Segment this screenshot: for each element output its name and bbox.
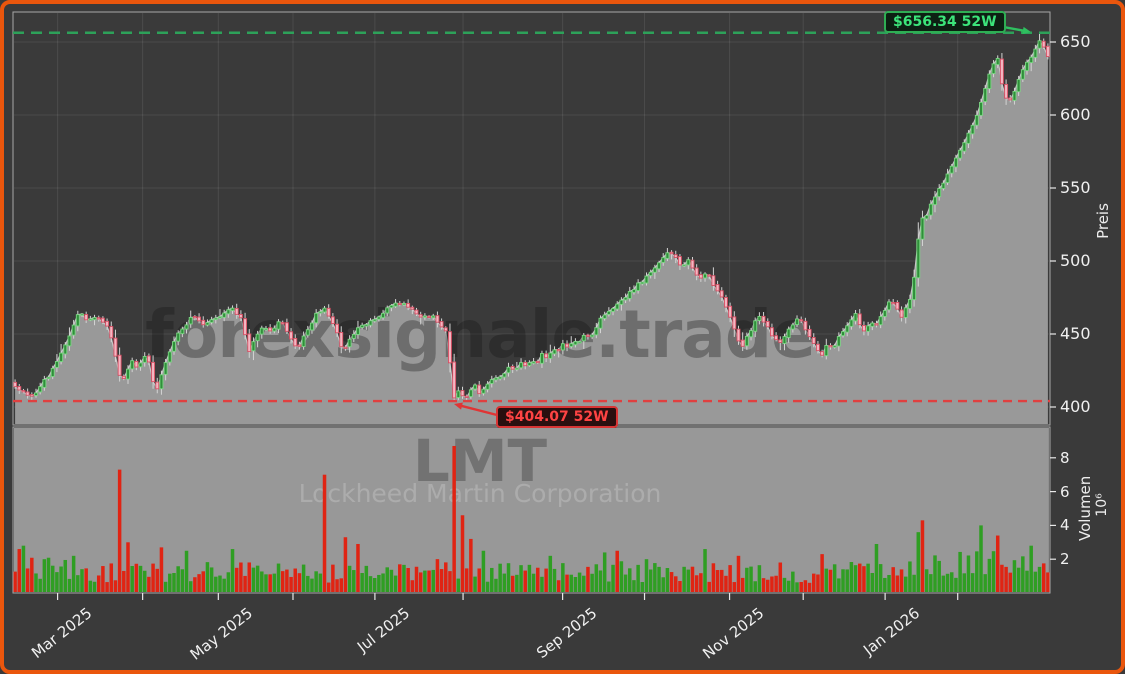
volume-tick-label: 6: [1060, 482, 1070, 501]
volume-tick-label: 4: [1060, 516, 1070, 535]
volume-tick-label: 2: [1060, 550, 1070, 569]
price-tick-label: 500: [1060, 251, 1091, 270]
price-tick-label: 600: [1060, 105, 1091, 124]
high-52w-annotation: $656.34 52W: [884, 11, 1006, 34]
price-tick-label: 450: [1060, 324, 1091, 343]
price-tick-label: 400: [1060, 397, 1091, 416]
volume-tick-label: 8: [1060, 448, 1070, 467]
price-tick-label: 550: [1060, 178, 1091, 197]
low-52w-annotation: $404.07 52W: [496, 406, 618, 429]
price-tick-label: 650: [1060, 32, 1091, 51]
volume-axis-unit: 10⁶: [1094, 493, 1110, 517]
price-axis-title: Preis: [1094, 203, 1112, 239]
volume-axis-title: Volumen: [1076, 475, 1094, 541]
